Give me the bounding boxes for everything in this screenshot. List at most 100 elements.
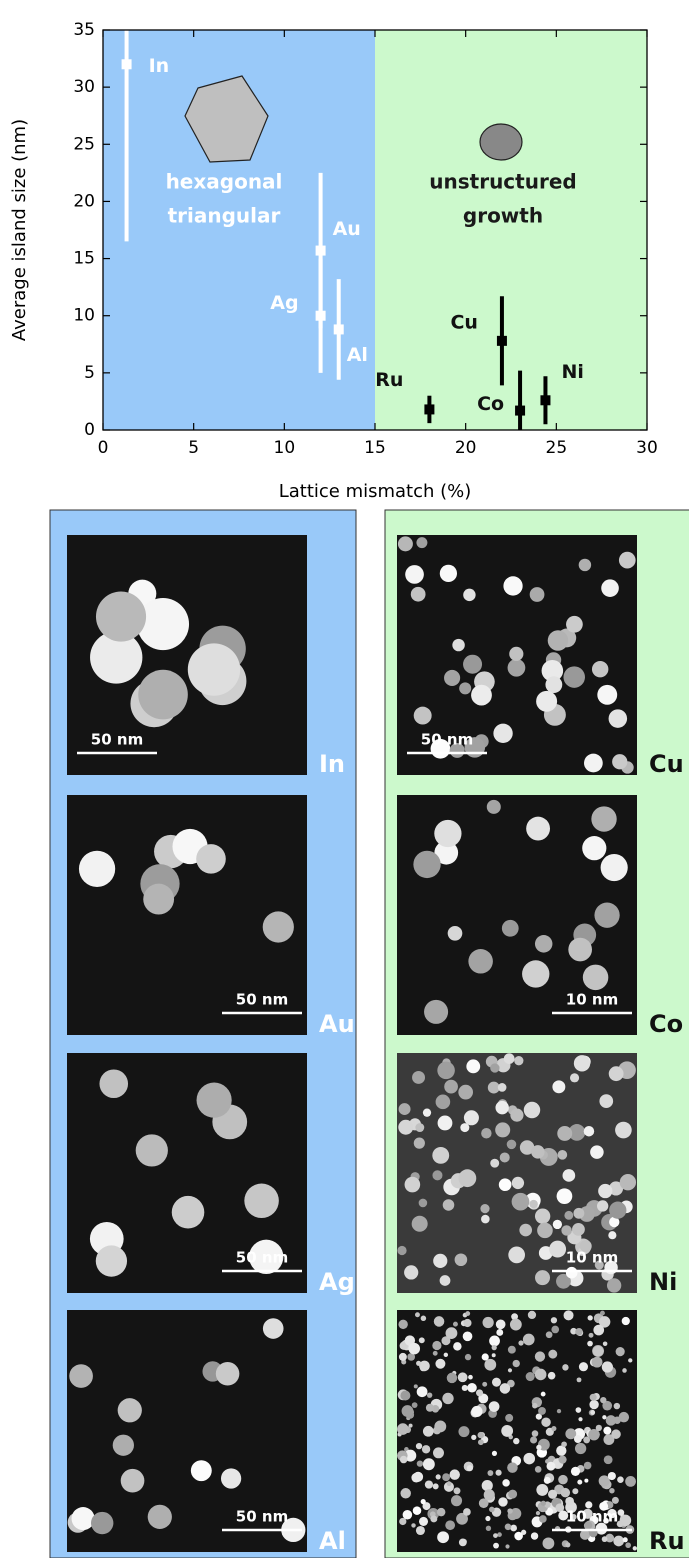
y-tick-label: 35	[73, 20, 95, 40]
island	[587, 1315, 593, 1321]
island	[601, 1361, 613, 1373]
island	[584, 1521, 593, 1529]
island	[531, 1430, 539, 1437]
island	[550, 1317, 558, 1324]
island	[534, 935, 553, 953]
island	[556, 1273, 571, 1289]
island	[437, 1115, 453, 1131]
scale-label: 50 nm	[236, 991, 288, 1009]
island	[491, 1353, 496, 1358]
island	[413, 850, 441, 879]
island	[436, 1507, 446, 1517]
ellipse-icon	[479, 123, 523, 161]
island	[422, 1502, 431, 1511]
island	[91, 1511, 114, 1535]
island	[463, 588, 476, 602]
island	[556, 1188, 573, 1205]
island	[541, 659, 564, 682]
island	[514, 1531, 523, 1541]
island	[439, 564, 458, 583]
island	[458, 1538, 467, 1547]
data-point	[315, 245, 326, 256]
island	[481, 1480, 493, 1492]
island	[481, 1214, 490, 1224]
panel-label: Co	[649, 1010, 683, 1038]
island	[605, 1533, 615, 1543]
island	[621, 1316, 630, 1326]
island	[509, 646, 524, 661]
island	[507, 658, 526, 677]
island	[413, 1384, 418, 1389]
island	[432, 1483, 439, 1490]
island	[471, 1405, 483, 1418]
microscopy-image	[67, 1310, 307, 1552]
island	[482, 1316, 494, 1329]
island	[578, 558, 592, 572]
island	[399, 1517, 407, 1526]
island	[510, 1524, 517, 1532]
island	[398, 1319, 408, 1330]
island	[582, 836, 607, 861]
island	[437, 1531, 450, 1544]
island	[432, 1340, 442, 1351]
island	[542, 1537, 555, 1550]
island	[594, 1260, 604, 1270]
panel-label: Ni	[649, 1268, 677, 1296]
island	[416, 1386, 428, 1398]
island	[519, 1140, 535, 1155]
island	[611, 1429, 621, 1439]
island	[503, 576, 523, 596]
data-point	[333, 324, 344, 335]
island	[244, 1183, 279, 1219]
island	[532, 1402, 538, 1409]
data-point	[540, 395, 551, 406]
island	[591, 806, 617, 832]
island	[595, 1424, 602, 1432]
island	[579, 1529, 591, 1540]
island	[534, 1466, 542, 1473]
island	[446, 1481, 452, 1487]
island	[525, 1372, 535, 1382]
island	[418, 1516, 429, 1526]
island	[147, 1504, 172, 1529]
island	[442, 1199, 455, 1211]
island	[602, 1341, 608, 1346]
island	[404, 1176, 421, 1193]
island	[445, 1520, 456, 1531]
island	[413, 1137, 425, 1149]
island	[442, 1392, 454, 1405]
island	[425, 1403, 434, 1412]
island	[537, 1222, 553, 1239]
island	[632, 1546, 637, 1551]
island	[618, 551, 636, 569]
island	[462, 1331, 473, 1342]
island	[493, 723, 513, 743]
y-tick-label: 15	[73, 249, 95, 269]
island	[538, 1407, 546, 1415]
island	[498, 1178, 512, 1192]
island	[543, 1476, 551, 1484]
island	[397, 1423, 409, 1435]
island	[573, 1435, 582, 1443]
island	[536, 690, 558, 712]
island	[449, 1469, 460, 1480]
island	[486, 799, 501, 814]
island	[433, 1447, 444, 1459]
panel-label: Au	[319, 1010, 355, 1038]
island	[531, 1145, 545, 1159]
island	[458, 1169, 477, 1188]
island	[587, 1340, 593, 1347]
island	[602, 1415, 607, 1420]
island	[608, 1181, 624, 1196]
island	[444, 1079, 458, 1094]
island	[432, 1350, 438, 1356]
island	[551, 1425, 557, 1432]
island	[437, 1061, 455, 1080]
island	[463, 654, 483, 674]
island	[535, 1413, 542, 1420]
island	[262, 1318, 284, 1339]
island	[613, 1416, 621, 1424]
island	[526, 816, 551, 841]
island	[534, 1351, 546, 1362]
island	[540, 1391, 546, 1397]
